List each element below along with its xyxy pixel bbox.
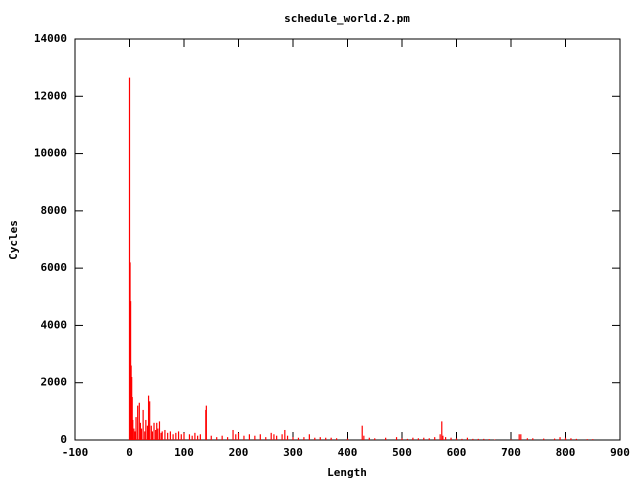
y-tick-label: 12000	[34, 89, 67, 102]
x-tick-label: 700	[501, 446, 521, 459]
y-tick-label: 0	[60, 433, 67, 446]
chart-title: schedule_world.2.pm	[284, 12, 410, 25]
y-tick-label: 6000	[41, 261, 68, 274]
x-axis-label: Length	[327, 466, 367, 479]
x-tick-label: 900	[610, 446, 630, 459]
y-tick-label: 8000	[41, 204, 68, 217]
x-tick-label: 0	[126, 446, 133, 459]
y-tick-label: 2000	[41, 376, 68, 389]
x-tick-label: 400	[338, 446, 358, 459]
y-tick-label: 4000	[41, 318, 68, 331]
x-tick-label: 500	[392, 446, 412, 459]
x-tick-label: 300	[283, 446, 303, 459]
x-tick-label: 100	[174, 446, 194, 459]
y-tick-label: 10000	[34, 147, 67, 160]
x-tick-label: 800	[556, 446, 576, 459]
x-tick-label: 600	[447, 446, 467, 459]
x-tick-label: 200	[229, 446, 249, 459]
x-tick-label: -100	[62, 446, 89, 459]
y-tick-label: 14000	[34, 32, 67, 45]
y-axis-label: Cycles	[7, 220, 20, 260]
